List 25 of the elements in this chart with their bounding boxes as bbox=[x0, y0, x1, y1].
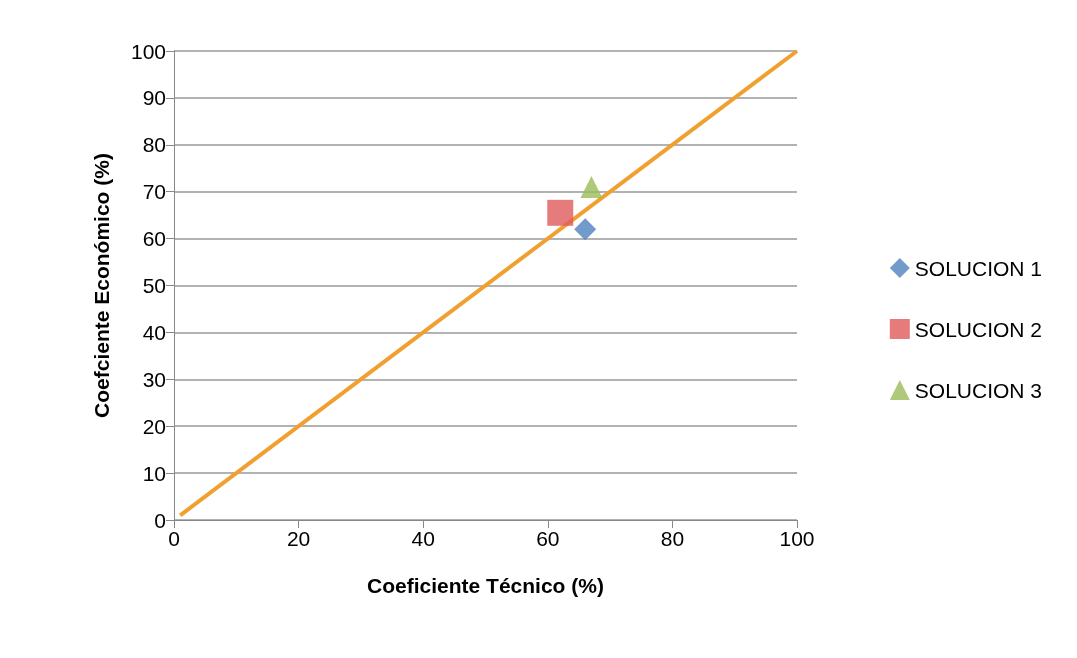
x-tick-label: 0 bbox=[168, 527, 180, 550]
y-tick-label: 20 bbox=[142, 414, 166, 438]
x-axis-title: Coeficiente Técnico (%) bbox=[367, 574, 604, 597]
y-tick-label: 100 bbox=[130, 39, 166, 63]
y-tick-label: 10 bbox=[142, 461, 166, 485]
x-tick-label: 40 bbox=[411, 527, 435, 550]
point bbox=[580, 176, 603, 199]
point bbox=[547, 199, 574, 226]
y-tick-label: 30 bbox=[142, 367, 166, 391]
y-tick-label: 70 bbox=[142, 180, 166, 204]
x-tick-label: 100 bbox=[779, 527, 815, 550]
x-tick-label: 80 bbox=[660, 527, 685, 550]
point bbox=[574, 218, 597, 241]
y-tick-label: 60 bbox=[142, 227, 166, 251]
legend-label: SOLUCION 2 bbox=[914, 317, 1042, 341]
y-axis-title: Coefciente Económico (%) bbox=[90, 153, 113, 418]
x-tick-label: 60 bbox=[536, 527, 560, 550]
x-tick-label: 20 bbox=[286, 527, 311, 550]
y-tick-label: 80 bbox=[142, 133, 166, 157]
legend-label: SOLUCION 1 bbox=[914, 256, 1042, 280]
y-tick-label: 40 bbox=[142, 320, 166, 344]
y-tick-label: 90 bbox=[142, 86, 166, 110]
y-tick-label: 50 bbox=[142, 274, 166, 297]
y-tick-label: 0 bbox=[154, 508, 166, 532]
legend-label: SOLUCION 3 bbox=[914, 378, 1042, 402]
